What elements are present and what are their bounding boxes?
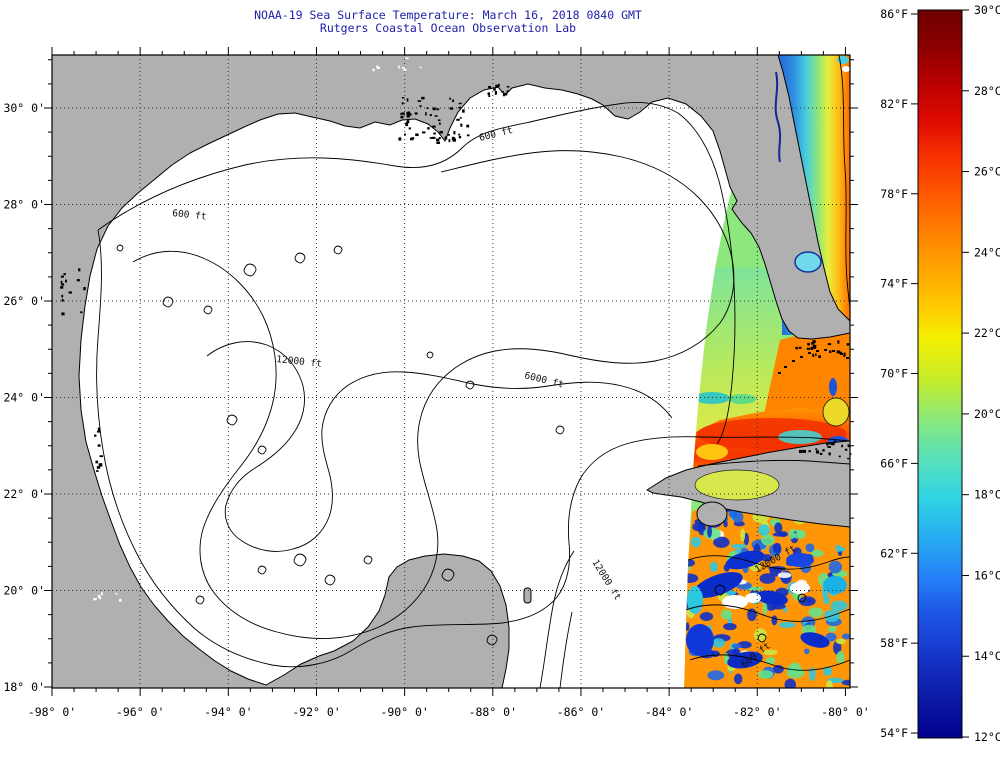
graticule-grid	[52, 55, 850, 688]
y-axis-label: 22° 0'	[3, 487, 45, 501]
y-axis-label: 20° 0'	[3, 584, 45, 598]
colorbar-fahrenheit-label: 62°F	[880, 546, 908, 560]
title-line1: NOAA-19 Sea Surface Temperature: March 1…	[254, 8, 642, 22]
x-axis-label: -82° 0'	[733, 705, 781, 719]
colorbar-fahrenheit-label: 82°F	[880, 97, 908, 111]
inland-water	[694, 71, 822, 501]
bathymetry-contour-label: 600 ft	[172, 208, 207, 223]
x-axis-label: -94° 0'	[204, 705, 252, 719]
colorbar-celsius-label: 14°C	[974, 649, 1000, 663]
colorbar-fahrenheit-label: 54°F	[880, 726, 908, 740]
map-frame	[51, 54, 851, 689]
colorbar-fahrenheit-label: 74°F	[880, 277, 908, 291]
colorbar-celsius-label: 16°C	[974, 568, 1000, 582]
x-axis-label: -90° 0'	[380, 705, 428, 719]
colorbar-labels: 86°F 82°F 78°F 74°F 70°F 66°F 62°F 58°F 54°F 30°C…	[880, 3, 1000, 744]
bathymetry-contours	[96, 55, 850, 688]
colorbar-fahrenheit-label: 78°F	[880, 187, 908, 201]
land-cozumel	[523, 587, 532, 604]
colorbar-celsius-label: 12°C	[974, 730, 1000, 744]
bahama-bank-patch	[822, 397, 850, 427]
coastal-speckles	[60, 57, 852, 602]
y-axis-label: 26° 0'	[3, 294, 45, 308]
colorbar-celsius-label: 30°C	[974, 3, 1000, 17]
colorbar-fahrenheit-label: 66°F	[880, 456, 908, 470]
x-axis-label: -86° 0'	[557, 705, 605, 719]
lake-okeechobee	[794, 251, 822, 273]
x-axis-label: -88° 0'	[469, 705, 517, 719]
colorbar-fahrenheit-label: 86°F	[880, 7, 908, 21]
colorbar-gradient	[917, 9, 963, 739]
y-axis-label: 18° 0'	[3, 680, 45, 694]
colorbar-ticks	[911, 9, 969, 738]
x-axis-label: -98° 0'	[28, 705, 76, 719]
figure-title: NOAA-19 Sea Surface Temperature: March 1…	[254, 8, 642, 35]
y-axis-label: 30° 0'	[3, 101, 45, 115]
bathymetry-contour-label: 12000 ft	[276, 354, 323, 370]
colorbar-celsius-label: 20°C	[974, 407, 1000, 421]
axis-tick-labels: -98° 0' -96° 0' -94° 0' -92° 0' -90° 0' -88° …	[3, 101, 869, 719]
colorbar-fahrenheit-label: 58°F	[880, 636, 908, 650]
colorbar-celsius-label: 26°C	[974, 165, 1000, 179]
axis-ticks	[44, 47, 858, 696]
x-axis-label: -96° 0'	[116, 705, 164, 719]
temperature-colorbar: 86°F 82°F 78°F 74°F 70°F 66°F 62°F 58°F 54°F 30°C…	[880, 3, 1000, 744]
caribbean-sst-mottle	[684, 503, 850, 688]
st-johns-river	[774, 71, 782, 163]
x-axis-label: -84° 0'	[645, 705, 693, 719]
colorbar-celsius-label: 22°C	[974, 326, 1000, 340]
y-axis-label: 24° 0'	[3, 391, 45, 405]
colorbar-celsius-label: 28°C	[974, 84, 1000, 98]
gulf-of-batabano	[694, 469, 780, 501]
colorbar-celsius-label: 18°C	[974, 488, 1000, 502]
x-axis-label: -92° 0'	[292, 705, 340, 719]
title-line2: Rutgers Coastal Ocean Observation Lab	[320, 21, 576, 35]
y-axis-label: 28° 0'	[3, 198, 45, 212]
colorbar-celsius-label: 24°C	[974, 245, 1000, 259]
x-axis-label: -80° 0'	[821, 705, 869, 719]
colorbar-fahrenheit-label: 70°F	[880, 367, 908, 381]
land-isla-juventud	[696, 501, 728, 527]
